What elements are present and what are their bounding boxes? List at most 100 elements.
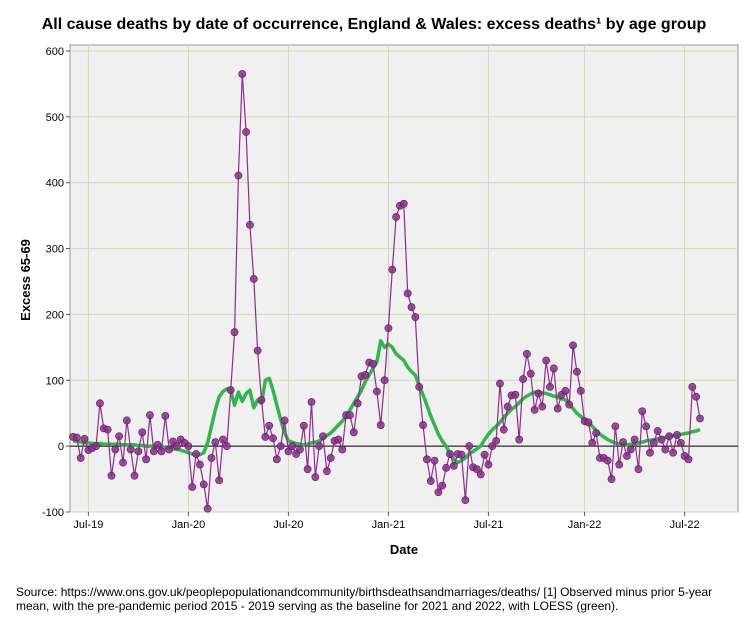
data-point: [376, 421, 385, 429]
data-point: [165, 445, 174, 454]
data-point: [603, 456, 612, 465]
data-point: [476, 470, 485, 479]
data-point: [392, 213, 401, 221]
data-point: [315, 442, 324, 451]
data-point: [349, 428, 358, 437]
data-point: [261, 433, 270, 441]
data-point: [146, 411, 154, 420]
data-point: [649, 438, 658, 447]
data-point: [184, 442, 193, 451]
data-point: [215, 476, 224, 485]
data-point: [534, 389, 543, 398]
data-point: [269, 434, 277, 443]
data-point: [211, 438, 220, 447]
data-point: [346, 411, 354, 420]
data-point: [611, 422, 620, 431]
data-point: [634, 465, 643, 474]
data-point: [307, 398, 316, 406]
data-point: [499, 425, 508, 434]
data-point: [684, 455, 693, 464]
data-point: [646, 448, 654, 457]
data-point: [492, 436, 501, 445]
y-tick-label: 500: [46, 112, 64, 124]
y-tick-label: 600: [46, 46, 64, 58]
data-point: [480, 450, 489, 459]
data-point: [280, 416, 289, 425]
data-point: [338, 445, 347, 454]
data-point: [665, 432, 674, 441]
x-tick-label: Jul-20: [273, 519, 303, 531]
data-point: [503, 402, 512, 411]
data-point: [549, 364, 558, 373]
data-point: [696, 414, 704, 423]
data-point: [430, 456, 439, 465]
data-point: [188, 483, 197, 491]
data-point: [661, 445, 670, 454]
data-point: [584, 418, 593, 427]
data-point: [669, 448, 677, 457]
data-point: [334, 435, 343, 444]
x-tick-label: Jul-21: [473, 519, 503, 531]
data-point: [299, 421, 308, 430]
data-point: [126, 445, 135, 454]
data-point: [484, 460, 493, 469]
x-tick-label: Jan-22: [568, 519, 602, 531]
data-point: [149, 447, 158, 456]
data-point: [230, 328, 239, 337]
data-point: [322, 467, 331, 476]
data-point: [111, 445, 120, 454]
x-axis-label: Date: [390, 542, 418, 557]
data-point: [434, 488, 443, 497]
y-tick-label: 300: [46, 244, 64, 256]
data-point: [542, 356, 551, 365]
data-point: [573, 367, 581, 376]
data-point: [311, 473, 320, 481]
data-point: [303, 465, 312, 474]
data-point: [538, 402, 547, 411]
data-point: [588, 438, 597, 447]
data-point: [238, 70, 247, 78]
data-point: [226, 386, 235, 395]
data-point: [488, 442, 497, 451]
data-point: [107, 471, 116, 480]
data-point: [130, 471, 139, 480]
data-point: [526, 369, 535, 378]
data-point: [242, 128, 250, 136]
data-point: [419, 421, 427, 429]
data-point: [284, 447, 293, 456]
data-point: [607, 475, 616, 483]
data-point: [461, 496, 470, 505]
x-tick-label: Jul-19: [73, 519, 103, 531]
data-point: [142, 455, 150, 464]
data-point: [415, 382, 424, 391]
data-point: [561, 386, 570, 395]
data-point: [134, 447, 143, 456]
data-point: [546, 382, 554, 391]
data-point: [511, 390, 520, 399]
data-point: [457, 450, 466, 459]
y-tick-label: 100: [46, 375, 64, 387]
data-point: [369, 359, 377, 368]
data-point: [234, 171, 243, 180]
data-point: [196, 460, 204, 469]
data-point: [449, 461, 458, 470]
data-point: [122, 416, 131, 425]
data-point: [399, 199, 408, 208]
data-point: [157, 447, 166, 456]
data-point: [388, 265, 397, 274]
data-point: [438, 481, 447, 490]
data-point: [249, 274, 258, 283]
data-point: [523, 350, 531, 358]
data-point: [265, 421, 274, 430]
y-tick-label: 400: [46, 178, 64, 190]
data-point: [692, 392, 701, 401]
y-tick-label: -100: [42, 507, 64, 519]
data-point: [403, 289, 412, 298]
data-point: [384, 324, 393, 333]
data-point: [276, 442, 285, 451]
data-point: [407, 303, 416, 312]
data-point: [72, 433, 81, 442]
source-note: Source: https://www.ons.gov.uk/peoplepop…: [16, 585, 713, 613]
data-point: [203, 504, 212, 513]
data-point: [80, 434, 89, 443]
